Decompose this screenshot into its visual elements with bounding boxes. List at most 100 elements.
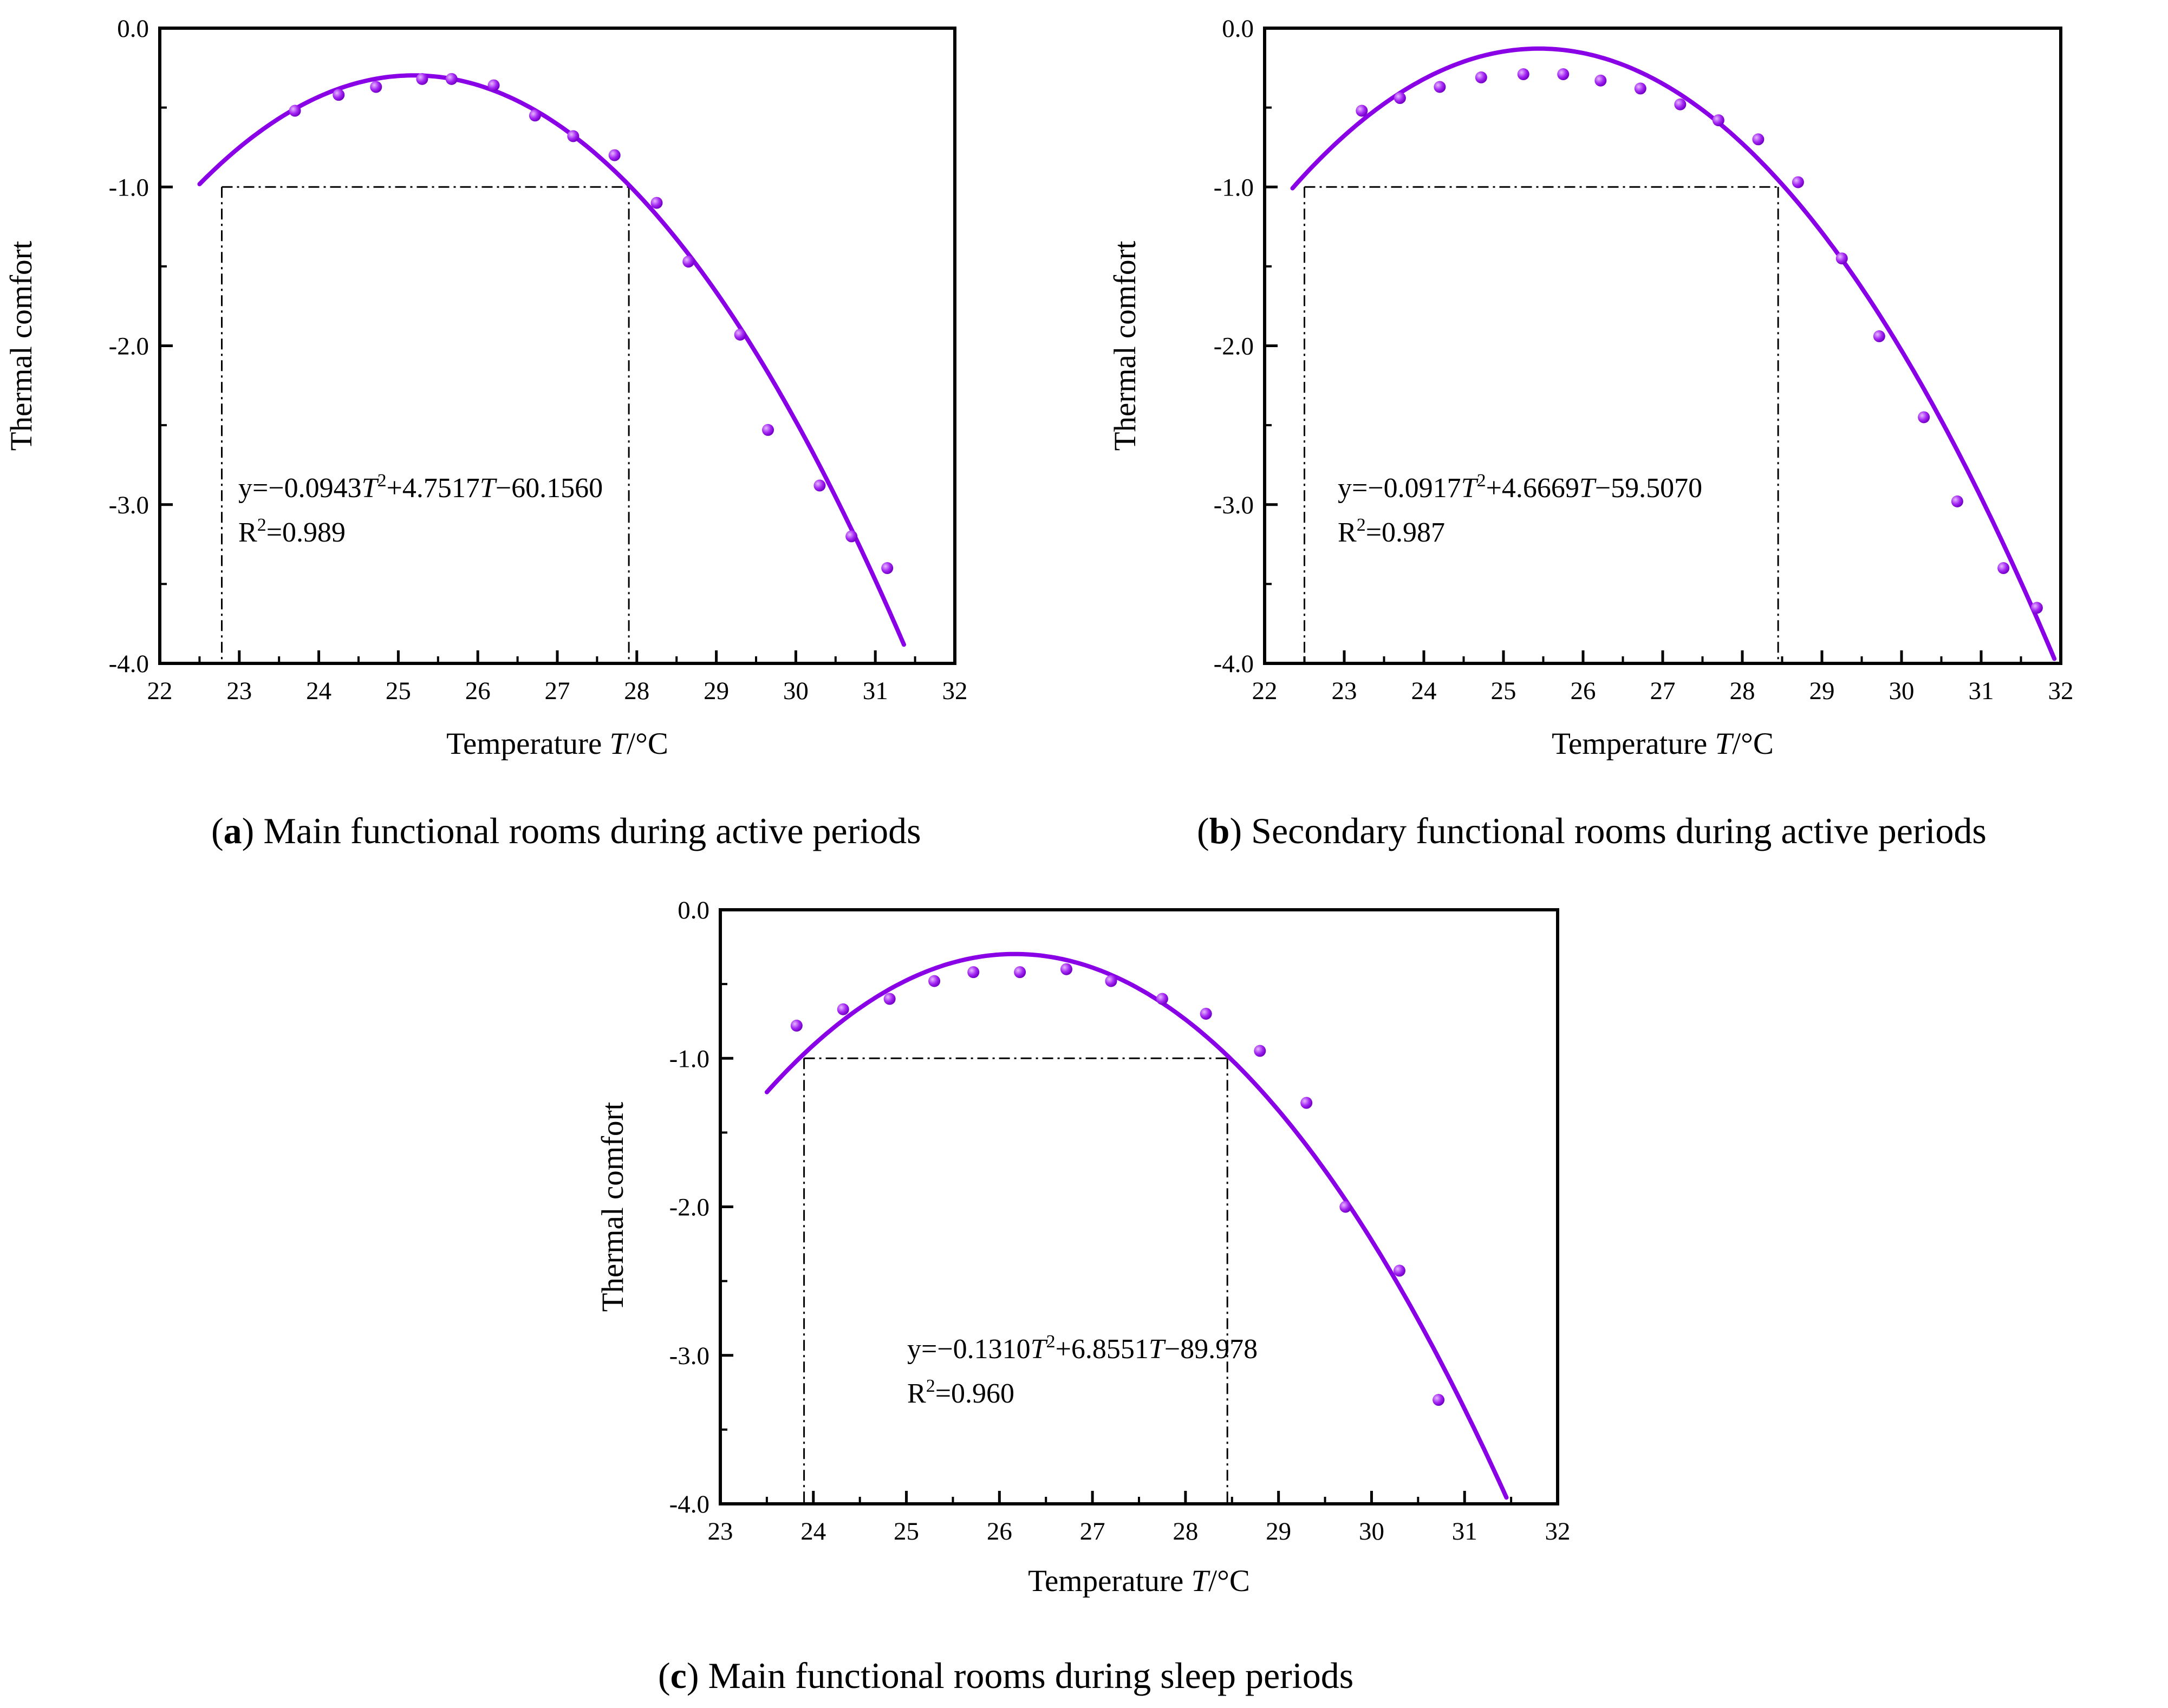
equation-sup: 2: [377, 471, 387, 491]
caption-b-label: b: [1209, 810, 1230, 851]
data-point-b: [1951, 495, 1963, 507]
equation-part: −59.5070: [1595, 473, 1702, 504]
chart-panel-c: 23 24 25 26 27 28 29 30 31 32 0.0 -1.0 -2.0 -3.0 -4.0 T…: [596, 896, 1571, 1598]
equation-part: y=−0.0917: [1338, 473, 1461, 504]
y-tick-label-a: -4.0: [109, 650, 149, 678]
data-point-c: [790, 1019, 803, 1032]
data-point-b: [1674, 98, 1687, 110]
x-tick-label-b: 22: [1252, 677, 1278, 705]
r-squared-sup: 2: [926, 1376, 935, 1396]
plot-frame-b: [1263, 27, 2062, 665]
data-point-b: [1394, 92, 1406, 105]
data-point-b: [1634, 82, 1646, 95]
equation-part: +6.8551: [1056, 1334, 1149, 1365]
x-tick-label-a: 26: [465, 677, 491, 705]
y-tick-label-a: -3.0: [109, 491, 149, 519]
y-axis-title-b: Thermal comfort: [1108, 240, 1142, 451]
equation-label-c: y=−0.1310T2+6.8551T−89.978: [907, 1332, 1258, 1365]
x-tick-label-b: 30: [1889, 677, 1915, 705]
x-tick-label-a: 22: [147, 677, 173, 705]
x-tick-label-c: 29: [1266, 1517, 1291, 1546]
data-point-a: [845, 530, 858, 543]
equation-var: T: [1461, 473, 1479, 504]
x-tick-label-a: 32: [942, 677, 968, 705]
equation-sup: 2: [1477, 471, 1486, 491]
equation-part: −89.978: [1164, 1334, 1258, 1365]
data-point-b: [2030, 602, 2043, 614]
data-point-a: [881, 562, 894, 575]
r-squared-symbol: R: [1338, 517, 1357, 548]
equation-var: T: [362, 473, 379, 504]
x-tick-label-c: 26: [987, 1517, 1012, 1546]
y-tick-label-a: -2.0: [109, 333, 149, 361]
y-tick-label-b: -2.0: [1214, 333, 1254, 361]
x-tick-label-c: 28: [1173, 1517, 1198, 1546]
r-squared-label-c: R2=0.960: [907, 1376, 1014, 1409]
r-squared-value: =0.989: [266, 517, 346, 548]
x-axis-title-b: Temperature T/°C: [1552, 727, 1774, 761]
data-point-a: [370, 81, 382, 93]
data-point-a: [650, 197, 663, 209]
data-point-c: [928, 975, 941, 987]
x-tick-label-a: 31: [863, 677, 888, 705]
data-point-b: [1557, 68, 1570, 81]
x-tick-label-c: 23: [708, 1517, 733, 1546]
data-point-c: [1339, 1201, 1352, 1213]
x-axis-title-unit: /°C: [627, 727, 668, 761]
r-squared-value: =0.987: [1366, 517, 1445, 548]
equation-var: T: [1031, 1334, 1048, 1365]
data-point-a: [416, 73, 428, 85]
x-tick-label-c: 32: [1545, 1517, 1571, 1546]
y-axis-title-c: Thermal comfort: [596, 1101, 630, 1312]
data-point-a: [333, 89, 345, 101]
x-axis-title-var: T: [1715, 727, 1735, 761]
data-point-b: [1918, 411, 1930, 423]
fit-curve-a: [197, 73, 906, 647]
data-point-c: [1060, 963, 1073, 975]
data-point-a: [734, 328, 746, 341]
plot-frame-c: [719, 908, 1559, 1505]
y-tick-label-c: 0.0: [678, 896, 709, 924]
data-point-a: [289, 105, 301, 117]
fit-curve-c: [764, 951, 1509, 1500]
data-point-b: [1997, 562, 2010, 575]
data-point-c: [1254, 1045, 1266, 1057]
x-tick-label-b: 25: [1491, 677, 1516, 705]
y-tick-label-b: -1.0: [1214, 173, 1254, 201]
r-squared-sup: 2: [1357, 515, 1366, 535]
caption-c-label: c: [670, 1655, 687, 1696]
x-tick-label-a: 27: [545, 677, 570, 705]
y-tick-label-b: 0.0: [1222, 15, 1254, 43]
r-squared-sup: 2: [257, 515, 266, 535]
data-point-c: [1014, 966, 1026, 979]
caption-a-text: Main functional rooms during active peri…: [254, 810, 921, 851]
x-axis-title-unit: /°C: [1732, 727, 1774, 761]
data-point-c: [1200, 1007, 1212, 1020]
x-tick-label-a: 28: [624, 677, 649, 705]
data-point-c: [883, 993, 896, 1005]
data-point-a: [567, 130, 580, 142]
y-tick-label-a: 0.0: [117, 15, 149, 43]
data-point-c: [837, 1003, 849, 1015]
caption-b: (b) Secondary functional rooms during ac…: [1197, 810, 1987, 851]
data-point-c: [1105, 975, 1117, 987]
x-axis-title-c: Temperature T/°C: [1028, 1564, 1250, 1598]
equation-part: +4.7517: [387, 473, 480, 504]
data-point-b: [1517, 68, 1529, 81]
equation-var: T: [480, 473, 497, 504]
x-tick-label-a: 23: [226, 677, 252, 705]
data-point-a: [762, 423, 774, 436]
data-point-c: [1156, 993, 1168, 1005]
equation-part: y=−0.1310: [907, 1334, 1031, 1365]
r-squared-label-b: R2=0.987: [1338, 515, 1445, 548]
r-squared-label-a: R2=0.989: [238, 515, 346, 548]
y-tick-label-b: -4.0: [1214, 650, 1254, 678]
y-tick-label-c: -2.0: [669, 1194, 709, 1222]
x-axis-title-a: Temperature T/°C: [446, 727, 668, 761]
data-point-a: [529, 109, 541, 122]
r-squared-value: =0.960: [935, 1378, 1014, 1409]
data-point-b: [1873, 330, 1885, 342]
data-point-c: [1433, 1394, 1445, 1406]
data-point-a: [813, 479, 826, 492]
